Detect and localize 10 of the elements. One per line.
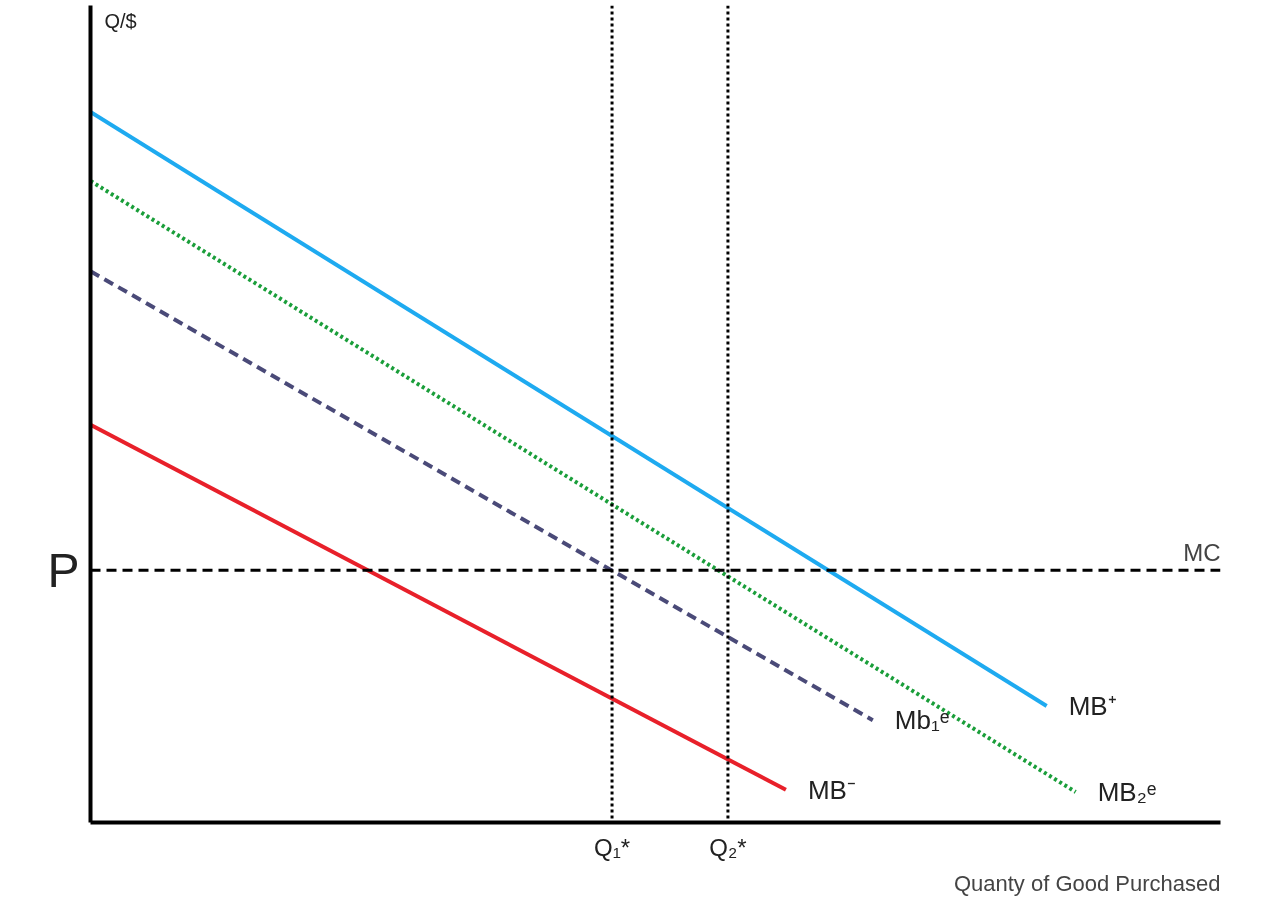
ref-line-label: MC: [1183, 539, 1221, 567]
x-tick-label: Q₂*: [709, 833, 747, 861]
y-axis-title: Q/$: [104, 9, 137, 32]
x-tick-label: Q₁*: [593, 833, 631, 861]
series-label: MB₂ᵉ: [1097, 776, 1157, 807]
x-axis-title: Quanty of Good Purchased: [953, 870, 1221, 896]
series-label: Mb₁ᵉ: [894, 705, 950, 736]
series-label: MB⁺: [1068, 690, 1117, 721]
text: P: [47, 543, 80, 597]
series-label: MB⁻: [807, 774, 856, 805]
